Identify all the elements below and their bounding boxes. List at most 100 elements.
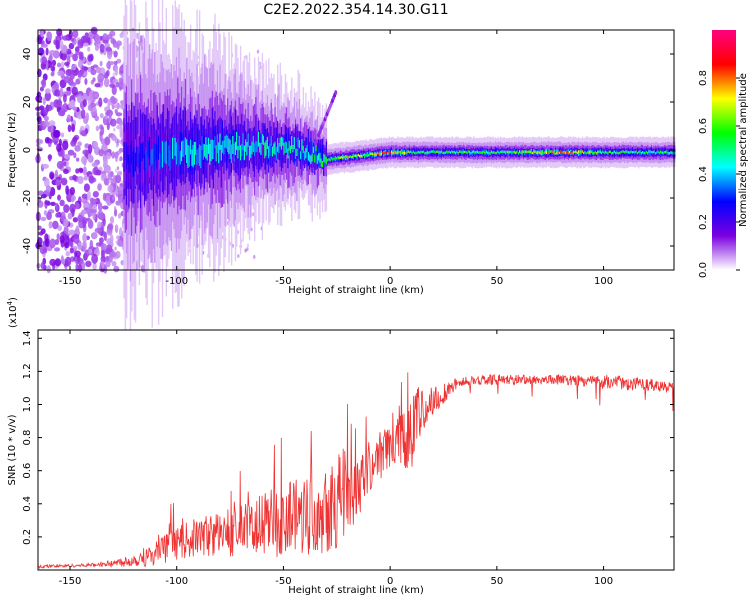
- spectrogram-cell: [661, 151, 663, 154]
- spectrogram-cell: [274, 141, 276, 156]
- spectrogram-cell: [95, 169, 102, 176]
- spectrogram-cell: [265, 140, 267, 156]
- spectrogram-cell: [72, 29, 79, 39]
- spectrogram-cell: [530, 151, 532, 154]
- svg-text:(x104): (x104): [6, 297, 19, 328]
- spectrogram-cell: [391, 150, 393, 156]
- spectrogram-cell: [270, 137, 273, 169]
- spectrogram-cell: [50, 71, 55, 77]
- spectrogram-cell: [293, 137, 296, 150]
- spectrogram-cell: [554, 150, 557, 153]
- spectrogram-cell: [195, 142, 197, 155]
- spectrogram-cell: [636, 151, 639, 155]
- spectrogram-cell: [648, 150, 650, 153]
- spectrogram-cell: [49, 238, 56, 249]
- spectrogram-cell: [41, 43, 48, 48]
- spectrogram-cell: [97, 72, 105, 83]
- spectrogram-cell: [177, 139, 179, 157]
- spectrogram-cell: [479, 151, 481, 154]
- spectrogram-cell: [74, 46, 80, 53]
- spectrogram-cell: [201, 136, 203, 150]
- spectrogram-cell: [452, 151, 454, 154]
- spectrogram-cell: [207, 137, 210, 154]
- spectrogram-cell: [83, 175, 88, 181]
- spectrogram-cell: [280, 136, 283, 150]
- spectrogram-cell: [78, 51, 83, 60]
- spectrogram-cell: [103, 178, 110, 186]
- spectrogram-cell: [341, 156, 343, 159]
- spectrogram-cell: [388, 151, 390, 155]
- spectrogram-cell: [456, 150, 458, 154]
- spectrogram-cell: [87, 104, 93, 111]
- spectrogram-cell: [250, 145, 252, 158]
- spectrogram-cell: [376, 151, 379, 155]
- spectrogram-y-ticks: -40 -20 0 20 40: [22, 48, 674, 254]
- spectrogram-cell: [65, 185, 69, 195]
- spectrogram-cell: [449, 151, 452, 154]
- spectrogram-cell: [140, 143, 142, 173]
- spectrogram-cell: [447, 151, 449, 154]
- spectrogram-cell: [522, 150, 525, 154]
- spectrogram-cell: [243, 145, 246, 161]
- spectrogram-cell: [293, 140, 296, 163]
- spectrogram-cell: [519, 150, 521, 153]
- spectrogram-cell: [312, 152, 315, 168]
- spectrogram-cell: [613, 150, 616, 153]
- spectrogram-cell: [484, 151, 486, 155]
- spectrogram-cell: [62, 140, 69, 151]
- spectrogram-cell: [311, 141, 314, 157]
- spectrogram-cell: [378, 152, 380, 155]
- spectrogram-cell: [82, 232, 88, 243]
- spectrogram-cell: [251, 212, 255, 217]
- spectrogram-cell: [513, 150, 516, 154]
- spectrogram-cell: [75, 225, 80, 236]
- spectrogram-cell: [256, 141, 258, 153]
- spectrogram-cell: [545, 151, 548, 155]
- spectrogram-cell: [106, 49, 113, 60]
- snr-x-ticks: -150 -100 -50 0 50 100: [59, 330, 613, 587]
- spectrogram-cell: [46, 104, 53, 112]
- spectrogram-cell: [415, 151, 417, 155]
- spectrogram-cell: [189, 143, 192, 172]
- spectrogram-cell: [106, 122, 110, 131]
- spectrogram-cell: [116, 42, 120, 50]
- spectrogram-cell: [164, 142, 166, 163]
- spectrogram-cell: [510, 150, 512, 154]
- spectrogram-cell: [329, 158, 331, 162]
- spectrogram-cell: [583, 151, 585, 155]
- spectrogram-cell: [629, 151, 631, 154]
- spectrogram-cell: [566, 150, 568, 154]
- spectrogram-cell: [659, 150, 662, 156]
- spectrogram-cell: [567, 151, 570, 155]
- spectrogram-cell: [443, 151, 445, 155]
- spectrogram-cell: [40, 216, 47, 222]
- spectrogram-cell: [435, 150, 438, 153]
- spectrogram-cell: [196, 149, 198, 165]
- spectrogram-cell: [338, 156, 340, 160]
- spectrogram-cell: [60, 52, 68, 61]
- spectrogram-cell: [110, 177, 114, 185]
- spectrogram-cell: [529, 150, 531, 154]
- spectrogram-cell: [106, 152, 111, 160]
- spectrogram-cell: [397, 151, 399, 154]
- spectrogram-cell: [214, 136, 216, 149]
- spectrogram-cell: [311, 153, 314, 162]
- spectrogram-cell: [466, 151, 468, 155]
- spectrogram-cell: [40, 194, 47, 199]
- spectrogram-cell: [615, 151, 617, 155]
- spectrogram-cell: [72, 53, 78, 62]
- spectrogram-cell: [46, 211, 52, 221]
- spectrogram-cell: [556, 151, 558, 155]
- spectrogram-cell: [463, 150, 466, 154]
- spectrogram-y-tick-label: -40: [22, 238, 33, 254]
- spectrogram-cell: [115, 157, 118, 162]
- spectrogram-cell: [460, 150, 462, 156]
- spectrogram-cell: [67, 124, 72, 133]
- spectrogram-cell: [129, 145, 132, 172]
- spectrogram-cell: [115, 240, 118, 245]
- spectrogram-cell: [330, 156, 333, 160]
- spectrogram-cell: [142, 141, 144, 159]
- spectrogram-cell: [624, 151, 626, 154]
- spectrogram-cell: [72, 136, 78, 142]
- spectrogram-cell: [147, 140, 150, 158]
